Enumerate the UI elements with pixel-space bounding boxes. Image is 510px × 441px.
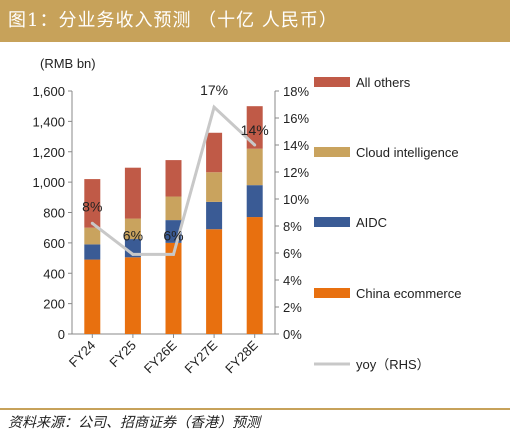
bar-segment-cloud-intelligence — [165, 196, 182, 221]
bar-segment-aidc — [206, 201, 223, 230]
legend-label: Cloud intelligence — [356, 145, 459, 160]
y2-tick-label: 2% — [283, 300, 302, 315]
bar-segment-china-ecommerce — [165, 242, 182, 334]
legend-swatch — [314, 147, 350, 157]
y-tick-label: 0 — [58, 327, 65, 342]
yoy-point — [90, 221, 94, 225]
y-tick-label: 1,600 — [32, 84, 65, 99]
legend-label: AIDC — [356, 215, 387, 230]
yoy-label: 8% — [82, 198, 102, 214]
x-tick-label: FY24 — [66, 338, 99, 371]
y-tick-label: 1,200 — [32, 145, 65, 160]
yoy-point — [172, 252, 175, 256]
bar-segment-cloud-intelligence — [246, 148, 263, 186]
x-tick-label: FY26E — [141, 337, 180, 376]
yoy-label: 6% — [163, 227, 183, 243]
bar-segment-china-ecommerce — [124, 257, 141, 334]
y2-tick-label: 6% — [283, 246, 302, 261]
y-tick-label: 200 — [43, 297, 65, 312]
y-tick-label: 400 — [43, 266, 65, 281]
bar-segment-cloud-intelligence — [124, 218, 141, 240]
bar-segment-china-ecommerce — [246, 217, 263, 334]
legend-swatch — [314, 77, 350, 87]
legend-swatch — [314, 288, 350, 298]
bar-segment-cloud-intelligence — [84, 227, 101, 245]
bar-segment-cloud-intelligence — [206, 172, 223, 202]
legend-swatch — [314, 217, 350, 227]
yoy-label: 14% — [241, 122, 269, 138]
y2-tick-label: 14% — [283, 138, 309, 153]
y2-tick-label: 8% — [283, 219, 302, 234]
bar-segment-all-others — [206, 132, 223, 173]
footer-divider — [0, 408, 510, 410]
revenue-chart: (RMB bn) 0 200 400 600 800 1,000 1,200 1,400 1,6… — [32, 56, 462, 376]
bar-segment-china-ecommerce — [206, 229, 223, 334]
y2-tick-label: 12% — [283, 165, 309, 180]
yoy-line — [90, 104, 257, 256]
legend-label: yoy（RHS） — [356, 357, 430, 372]
bar-segment-all-others — [84, 179, 101, 228]
yoy-point — [253, 143, 257, 147]
yoy-data-labels: 8% 6% 6% 17% 14% — [82, 82, 269, 243]
y-tick-label: 1,000 — [32, 175, 65, 190]
bar-segment-china-ecommerce — [84, 259, 101, 334]
legend-label: All others — [356, 75, 411, 90]
figure-title: 图1：分业务收入预测 （十亿 人民币） — [0, 0, 510, 42]
y-unit-label: (RMB bn) — [40, 56, 96, 71]
bar-segment-aidc — [246, 185, 263, 218]
y-tick-labels-right: 0% 2% 4% 6% 8% 10% 12% 14% 16% 18% — [275, 84, 309, 342]
source-note: 资料来源：公司、招商证券（香港）预测 — [8, 415, 260, 431]
x-tick-label: FY27E — [182, 337, 221, 376]
yoy-label: 17% — [200, 82, 228, 98]
bar-segment-aidc — [84, 244, 101, 260]
yoy-label: 6% — [123, 227, 143, 243]
x-tick-labels: FY24 FY25 FY26E FY27E FY28E — [66, 337, 261, 376]
legend-label: China ecommerce — [356, 286, 462, 301]
y-tick-labels-left: 0 200 400 600 800 1,000 1,200 1,400 1,600 — [32, 84, 72, 342]
yoy-point — [212, 105, 216, 109]
y-tick-label: 800 — [43, 206, 65, 221]
y-tick-label: 600 — [43, 236, 65, 251]
yoy-point — [131, 252, 135, 256]
y2-tick-label: 4% — [283, 273, 302, 288]
y2-tick-label: 18% — [283, 84, 309, 99]
legend: All others Cloud intelligence AIDC China ec… — [314, 75, 462, 372]
y2-tick-label: 10% — [283, 192, 309, 207]
y-tick-label: 1,400 — [32, 114, 65, 129]
x-tick-label: FY28E — [222, 337, 261, 376]
y2-tick-label: 0% — [283, 327, 302, 342]
bar-stacks — [84, 106, 263, 338]
bar-segment-all-others — [246, 106, 263, 149]
bar-segment-all-others — [165, 160, 182, 197]
x-tick-label: FY25 — [106, 338, 139, 371]
bar-segment-all-others — [124, 167, 141, 219]
y2-tick-label: 16% — [283, 111, 309, 126]
